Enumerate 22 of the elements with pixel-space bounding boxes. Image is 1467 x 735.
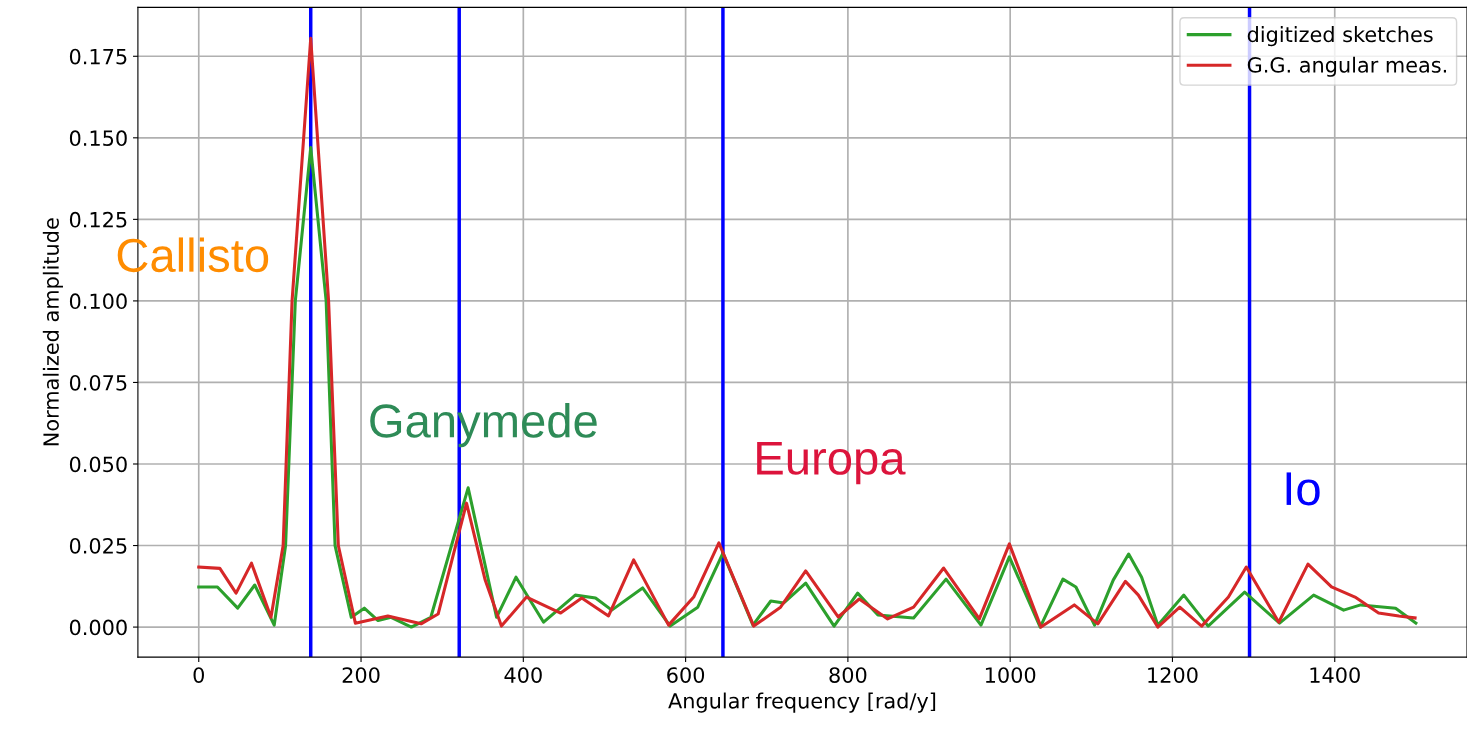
x-axis-title: Angular frequency [rad/y]: [668, 692, 936, 713]
annotation: Europa: [757, 441, 906, 485]
y-tick-label: 0.075: [69, 374, 127, 391]
y-tick-label: 0.125: [69, 211, 127, 228]
y-axis-title: Normalized amplitude: [42, 218, 63, 446]
x-tick-label: 400: [504, 667, 542, 683]
y-tick-label: 0.025: [69, 537, 127, 554]
legend-label: G.G. angular meas.: [1247, 56, 1447, 77]
y-tick-label: 0.000: [69, 619, 127, 636]
annotation: Io: [1286, 472, 1320, 506]
y-tick-label: 0.050: [69, 456, 127, 473]
y-tick-label: 0.100: [69, 293, 127, 310]
y-tick-label: 0.175: [69, 48, 127, 65]
x-tick-label: 600: [667, 667, 705, 683]
x-tick-label: 0: [193, 667, 204, 683]
x-tick-label: 200: [342, 667, 380, 683]
x-tick-label: 1400: [1310, 667, 1360, 683]
legend-label: digitized sketches: [1247, 26, 1433, 47]
y-tick-label: 0.150: [69, 130, 127, 147]
x-tick-label: 1000: [985, 667, 1036, 683]
x-tick-label: 1200: [1148, 667, 1198, 683]
x-tick-label: 800: [829, 667, 867, 683]
